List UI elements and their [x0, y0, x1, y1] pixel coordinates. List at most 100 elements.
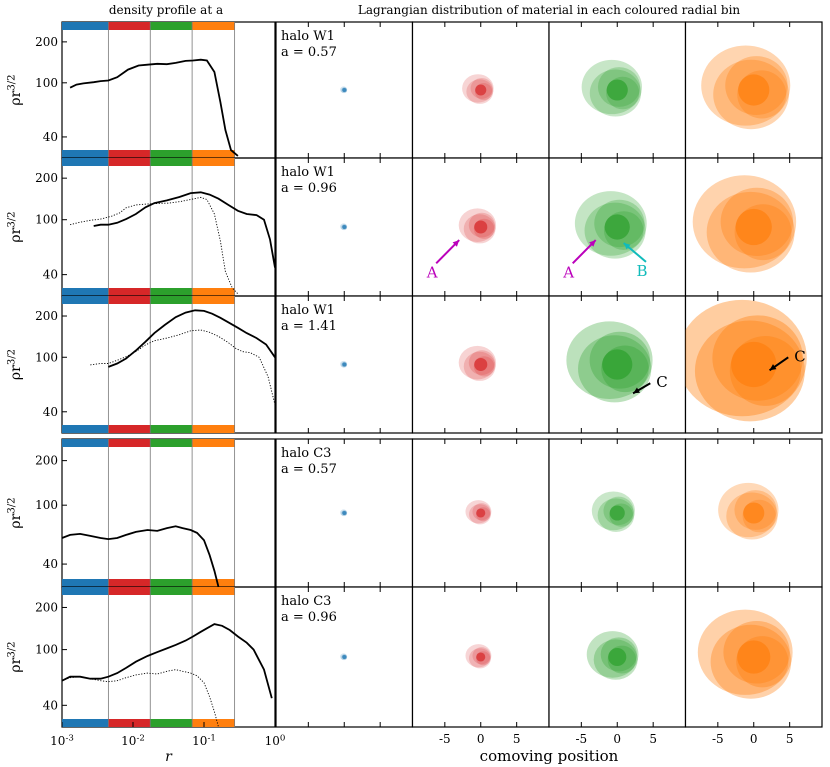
- blob-core: [475, 84, 487, 96]
- material-blob: [465, 500, 492, 525]
- scatter-tick-label: 5: [513, 732, 521, 746]
- row-4: 40 100 200 ρr3/2 halo C3a = 0.57: [7, 438, 823, 588]
- material-blob: [458, 208, 497, 244]
- bin-bar: [150, 439, 193, 447]
- scatter-tick-label: 5: [649, 732, 657, 746]
- annotation-label: B: [636, 262, 647, 280]
- blob-core: [609, 505, 625, 521]
- bin-bar: [192, 439, 235, 447]
- material-blob: [718, 482, 779, 540]
- bin-bar: [150, 425, 193, 433]
- bin-bar: [192, 579, 235, 587]
- profile-line-previous: [90, 329, 276, 405]
- scatter-tick-label: -5: [575, 732, 587, 746]
- ytick-label: 40: [43, 130, 58, 144]
- blob-core: [606, 79, 628, 101]
- bin-bar: [108, 587, 151, 595]
- scale-factor-label: a = 0.96: [281, 610, 337, 625]
- bin-bar: [150, 719, 193, 727]
- material-blob: [340, 653, 348, 661]
- lagrangian-panel: halo C3a = 0.96: [275, 586, 414, 728]
- halo-label: halo C3: [281, 446, 331, 461]
- lagrangian-panel: [684, 21, 823, 159]
- blob-core: [738, 74, 770, 106]
- material-blob: [340, 223, 348, 231]
- scale-factor-label: a = 1.41: [281, 319, 337, 334]
- material-blob: [462, 74, 494, 104]
- lagrangian-panel: [411, 295, 550, 434]
- annotation-arrowhead: [623, 242, 631, 250]
- lagrangian-panel: halo C3a = 0.57: [275, 438, 414, 588]
- bin-bar: [108, 439, 151, 447]
- bin-bar: [108, 296, 151, 304]
- bin-bar: [108, 158, 151, 166]
- blob-core: [604, 214, 630, 240]
- bin-bar: [108, 425, 151, 433]
- profile-line: [62, 525, 220, 587]
- material-blob: [340, 360, 348, 368]
- lagrangian-panel: [684, 157, 823, 297]
- bin-bar: [62, 425, 109, 433]
- lagrangian-panel: C: [684, 295, 823, 434]
- bin-bar: [150, 296, 193, 304]
- bin-bar: [192, 158, 235, 166]
- blob-core: [735, 208, 772, 246]
- lagrangian-panel: halo W1a = 1.41: [275, 295, 414, 434]
- annotation-arrowhead: [633, 387, 641, 394]
- blob-core: [737, 640, 771, 674]
- material-blob: [692, 175, 797, 273]
- material-blob: [685, 299, 807, 422]
- lagrangian-panel: [684, 586, 823, 728]
- lagrangian-panel: C: [548, 295, 687, 434]
- xtick-label: 10-1: [192, 733, 216, 748]
- x-axis-label: r: [165, 749, 173, 765]
- ytick-label: 200: [35, 454, 58, 468]
- lagrangian-panel: [411, 586, 550, 728]
- annotation-label: A: [562, 263, 574, 281]
- blob-core: [342, 511, 347, 515]
- y-axis-label: ρr3/2: [7, 497, 24, 528]
- blob-core: [731, 341, 777, 388]
- bin-bar: [62, 288, 109, 296]
- lagrangian-panel: halo W1a = 0.96: [275, 157, 414, 297]
- lagrangian-title: Lagrangian distribution of material in e…: [358, 3, 741, 17]
- xtick-label: 100: [265, 733, 286, 748]
- profile-title: density profile at a: [109, 3, 223, 17]
- profile-panel-frame: [61, 157, 276, 297]
- y-axis-label: ρr3/2: [7, 349, 24, 380]
- profile-line: [69, 58, 239, 157]
- scatter-tick-label: 0: [613, 732, 621, 746]
- material-blob: [340, 86, 348, 94]
- blob-core: [474, 220, 488, 234]
- blob-core: [476, 652, 486, 662]
- ytick-label: 100: [35, 643, 58, 657]
- profile-line: [108, 309, 276, 368]
- lagrangian-panel: [548, 438, 687, 588]
- ytick-label: 100: [35, 350, 58, 364]
- bin-bar: [62, 150, 109, 158]
- annotation-label: A: [426, 263, 438, 281]
- material-blob: [465, 644, 492, 669]
- ytick-label: 200: [35, 171, 58, 185]
- y-axis-label: ρr3/2: [7, 74, 24, 105]
- y-axis-label: ρr3/2: [7, 641, 24, 672]
- ytick-label: 100: [35, 213, 58, 227]
- material-blob: [591, 491, 635, 532]
- scale-factor-label: a = 0.57: [281, 45, 337, 60]
- bin-bar: [192, 150, 235, 158]
- material-blob: [574, 191, 647, 259]
- scatter-tick-label: -5: [712, 732, 724, 746]
- bin-bar: [192, 296, 235, 304]
- scatter-tick-label: -5: [439, 732, 451, 746]
- bin-bar: [62, 587, 109, 595]
- material-blob: [581, 59, 642, 117]
- bin-bar: [108, 288, 151, 296]
- lagrangian-panel: [548, 586, 687, 728]
- scatter-axis-label: comoving position: [480, 747, 619, 765]
- profile-panel-frame: [61, 586, 276, 728]
- bin-bar: [62, 719, 109, 727]
- profile-panel-frame: [61, 438, 276, 588]
- bin-bar: [192, 22, 235, 30]
